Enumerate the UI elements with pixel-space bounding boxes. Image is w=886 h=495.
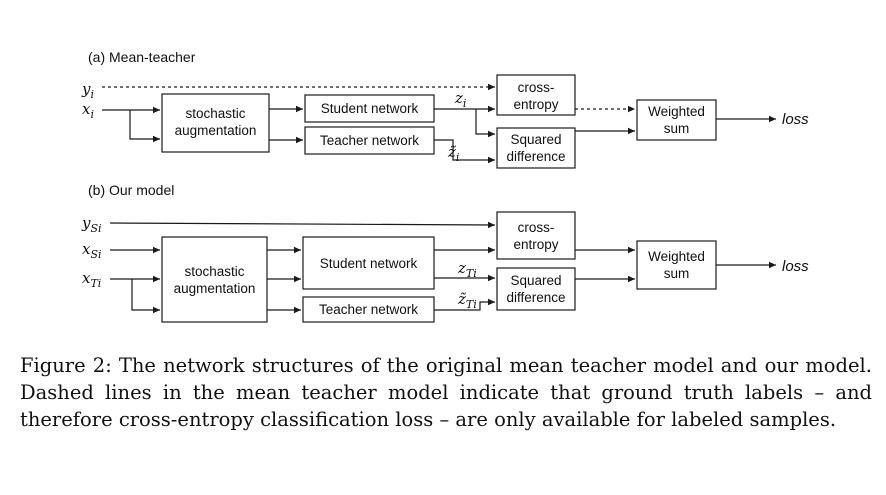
panel-b-input-y-s: ySi [81,214,102,235]
panel-a-mean-teacher: (a) Mean-teacher yi xi stochastic augmen… [81,49,809,169]
panel-a-input-y: yi [81,80,94,101]
panel-b-teacher-output-z-tilde: z̃Ti [457,290,477,311]
panel-a-loss-label: loss [782,111,809,128]
panel-a-cross-entropy-box [496,74,576,116]
panel-a-teacher-network-box [304,126,435,155]
panel-a-student-network-box [304,94,435,123]
figure-caption: Figure 2: The network structures of the … [20,354,872,431]
panel-a-teacher-output-z-tilde: z̃i [447,143,459,164]
panel-a-teacher-network-label: Teacher network [320,133,419,148]
panel-b-our-model: (b) Our model ySi xSi xTi stochastic aug… [81,182,809,323]
panel-b-input-x-t: xTi [82,269,101,290]
panel-b-student-network-label: Student network [320,256,418,271]
panel-a-connections [102,83,776,164]
panel-b-augmentation-label-line2: augmentation [174,281,256,296]
panel-a-squared-difference-box [496,127,576,169]
panel-b-squared-difference-label-line2: difference [506,290,565,305]
panel-a-student-to-squared-difference-arrow [475,109,495,138]
panel-a-cross-entropy-label-line1: cross- [518,80,555,95]
panel-a-input-x: xi [82,100,94,121]
panel-a-weighted-sum-label-line2: sum [664,121,690,136]
panel-b-teacher-network-label: Teacher network [319,302,418,317]
panel-b-label-to-cross-entropy-arrow [109,221,496,229]
panel-a-cross-entropy-label-line2: entropy [513,97,558,112]
panel-b-teacher-network-box [302,296,435,323]
panel-b-cross-entropy-box [496,211,576,260]
panel-b-input-x-s: xSi [82,240,102,261]
panel-b-squared-difference-label-line1: Squared [510,273,561,288]
panel-b-weighted-sum-label-line2: sum [664,266,690,281]
panel-a-augmentation-label-line2: augmentation [175,123,257,138]
panel-a-title: (a) Mean-teacher [88,49,196,65]
panel-a-augmentation-label-line1: stochastic [185,106,245,121]
panel-b-cross-entropy-label-line2: entropy [513,237,558,252]
panel-b-xt-to-augmentation-second-arrow [131,279,160,314]
panel-a-weighted-sum-label-line1: Weighted [648,104,705,119]
panel-b-squared-difference-box [496,267,576,311]
panel-a-weighted-sum-box [636,99,717,141]
panel-b-weighted-sum-label-line1: Weighted [648,249,705,264]
panel-a-stochastic-augmentation-box [161,93,270,153]
panel-a-squared-difference-label-line2: difference [506,149,565,164]
panel-b-cross-entropy-label-line1: cross- [518,220,555,235]
panel-b-teacher-to-squared-difference-arrow [434,298,495,311]
panel-a-x-to-augmentation-second-arrow [129,110,160,143]
panel-a-teacher-to-squared-difference-arrow [434,139,495,164]
panel-b-title: (b) Our model [88,182,174,198]
panel-b-student-output-z: zTi [457,259,477,280]
panel-b-student-network-box [302,236,435,290]
network-structure-diagram: (a) Mean-teacher yi xi stochastic augmen… [81,49,809,323]
panel-b-stochastic-augmentation-box [161,236,268,323]
panel-b-weighted-sum-box [636,240,717,290]
panel-b-augmentation-label-line1: stochastic [184,264,244,279]
panel-b-connections [109,221,776,314]
panel-b-loss-label: loss [782,258,809,275]
panel-a-squared-difference-label-line1: Squared [510,132,561,147]
panel-a-student-network-label: Student network [321,101,419,116]
panel-a-student-output-z: zi [454,89,466,110]
